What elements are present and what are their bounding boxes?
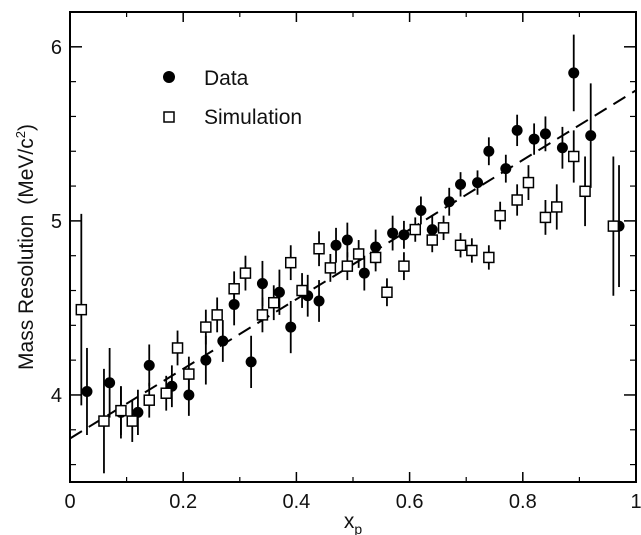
x-tick-label: 0.2 — [169, 491, 197, 513]
y-axis-title: Mass Resolution(MeV/c2) — [13, 124, 38, 370]
data-point — [183, 389, 195, 401]
data-point — [568, 67, 580, 79]
data-point — [585, 130, 597, 142]
legend-marker-simulation — [163, 111, 175, 123]
data-point — [528, 133, 540, 145]
simulation-point — [454, 239, 467, 252]
data-point — [273, 286, 285, 298]
simulation-point — [324, 262, 337, 274]
data-point — [217, 335, 229, 347]
legend: Data Simulation — [163, 67, 302, 129]
simulation-point — [409, 223, 422, 236]
y-axis-unit-superscript: 2 — [13, 131, 28, 138]
simulation-point — [483, 251, 495, 264]
simulation-point — [239, 267, 252, 279]
data-point — [539, 128, 551, 140]
data-point — [387, 227, 399, 239]
simulation-point — [539, 211, 552, 224]
simulation-point — [494, 209, 506, 222]
data-point — [415, 204, 427, 216]
simulation-point — [567, 150, 580, 163]
simulation-point — [200, 321, 212, 333]
simulation-point — [437, 222, 450, 234]
simulation-point — [268, 296, 280, 309]
data-point — [398, 229, 410, 241]
simulation-point — [98, 415, 110, 427]
simulation-point — [171, 342, 184, 354]
data-marks — [75, 34, 625, 474]
simulation-point — [313, 242, 325, 255]
simulation-point — [551, 201, 563, 213]
simulation-point — [398, 260, 410, 272]
x-axis-title-subscript: p — [354, 521, 362, 535]
data-point — [330, 239, 342, 251]
simulation-point — [381, 286, 393, 299]
simulation-point — [426, 234, 438, 246]
simulation-point — [579, 185, 591, 198]
simulation-point — [352, 248, 365, 260]
data-point — [500, 163, 512, 175]
data-point — [472, 177, 484, 189]
y-tick-label: 6 — [51, 37, 62, 59]
simulation-point — [466, 244, 478, 257]
data-point — [81, 385, 93, 397]
x-tick-label: 0.4 — [282, 491, 310, 513]
data-point — [358, 267, 370, 279]
x-tick-label: 0 — [64, 491, 75, 513]
legend-marker-data — [163, 71, 175, 83]
data-point — [132, 406, 144, 418]
simulation-point — [126, 415, 139, 427]
data-point — [443, 196, 455, 208]
data-point — [556, 142, 568, 154]
simulation-point — [211, 309, 223, 321]
simulation-point — [607, 220, 620, 232]
legend-label-simulation: Simulation — [204, 106, 302, 129]
data-point — [256, 278, 268, 290]
simulation-point — [228, 283, 240, 295]
data-point — [511, 124, 523, 136]
axis-ticks: 0 0.2 0.4 0.6 0.8 1 4 5 6 — [51, 11, 641, 513]
data-point — [104, 377, 116, 389]
y-axis-unit: (MeV/c — [15, 138, 38, 205]
simulation-point — [75, 303, 88, 316]
simulation-point — [284, 256, 297, 269]
simulation-point — [256, 309, 269, 321]
simulation-point — [369, 251, 382, 264]
plot-frame — [69, 11, 637, 483]
data-point — [341, 234, 353, 246]
data-point — [285, 321, 297, 333]
simulation-point — [296, 284, 308, 297]
data-point — [455, 178, 467, 190]
x-axis-title: xp — [344, 510, 363, 535]
legend-label-data: Data — [204, 67, 249, 90]
simulation-point — [183, 368, 195, 380]
simulation-point — [522, 176, 535, 189]
data-point — [313, 295, 325, 307]
simulation-point — [511, 194, 523, 206]
data-point — [200, 354, 212, 366]
x-tick-label: 0.6 — [396, 491, 424, 513]
y-tick-label: 5 — [51, 211, 62, 233]
data-point — [143, 359, 155, 371]
simulation-point — [115, 404, 127, 417]
x-tick-label: 1 — [630, 491, 641, 513]
simulation-point — [143, 394, 155, 406]
y-axis-unit-close: ) — [15, 124, 38, 131]
simulation-point — [160, 387, 172, 399]
y-tick-label: 4 — [51, 385, 62, 407]
data-point — [483, 145, 495, 157]
simulation-point — [341, 260, 354, 272]
data-point — [245, 356, 257, 368]
x-tick-label: 0.8 — [509, 491, 537, 513]
